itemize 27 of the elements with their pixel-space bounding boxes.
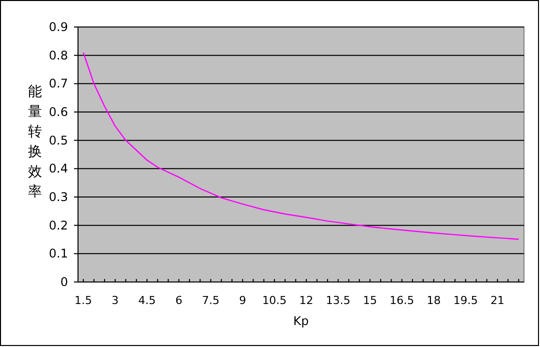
line-series bbox=[82, 52, 520, 240]
x-tick-label: 7.5 bbox=[202, 294, 220, 307]
x-tick-label: 13.5 bbox=[326, 294, 350, 307]
y-tick-label: 0.1 bbox=[48, 246, 68, 261]
y-tick-label: 0 bbox=[60, 275, 68, 289]
y-axis-title: 能量转换效率 bbox=[28, 84, 42, 200]
x-tick-label: 16.5 bbox=[390, 294, 414, 307]
y-tick-label: 0.2 bbox=[48, 218, 68, 232]
x-tick-label: 4.5 bbox=[138, 294, 156, 307]
y-tick-label: 0.6 bbox=[48, 105, 68, 119]
x-tick-label: 18 bbox=[426, 294, 441, 307]
y-tick-label: 0.8 bbox=[48, 48, 68, 62]
x-tick-label: 1.5 bbox=[74, 294, 92, 307]
y-tick-label: 0.3 bbox=[48, 190, 68, 204]
x-tick-label: 15 bbox=[363, 294, 378, 307]
y-tick-label: 0.9 bbox=[48, 20, 68, 34]
x-tick-label: 10.5 bbox=[262, 294, 287, 307]
x-tick-label: 19.5 bbox=[453, 294, 478, 307]
x-tick-label: 9 bbox=[239, 294, 246, 307]
y-tick-label: 0.5 bbox=[48, 133, 68, 148]
x-axis-title: Kp bbox=[293, 314, 309, 328]
y-tick-label: 0.4 bbox=[48, 162, 68, 176]
y-tick-label: 0.7 bbox=[48, 76, 68, 91]
x-tick-label: 12 bbox=[299, 294, 314, 307]
x-tick-label: 3 bbox=[112, 294, 119, 307]
x-tick-label: 6 bbox=[175, 294, 182, 307]
x-tick-label: 21 bbox=[490, 294, 504, 307]
